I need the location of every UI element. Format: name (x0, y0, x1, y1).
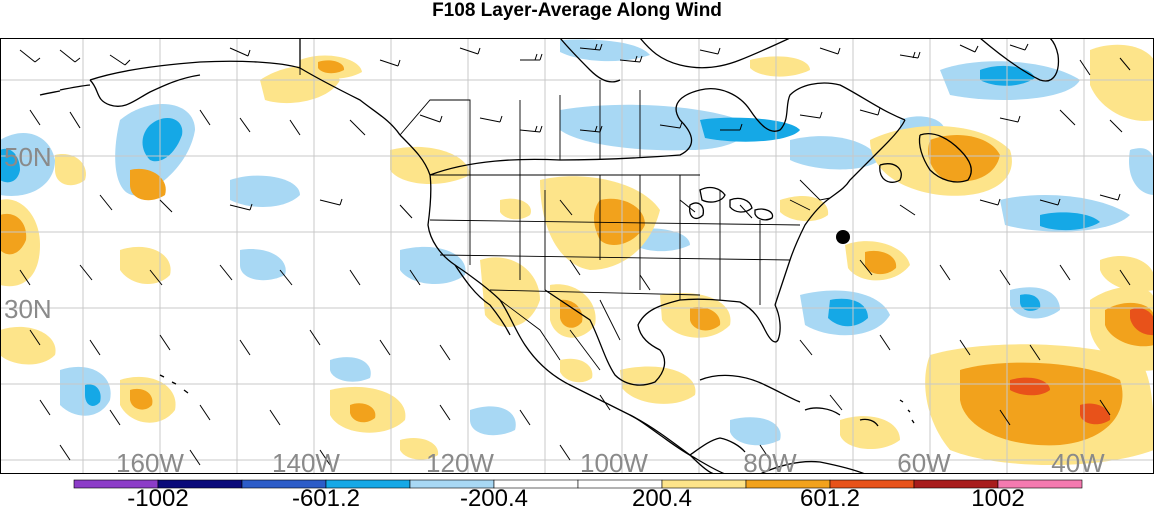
lon-label-100w: 100W (580, 448, 648, 478)
lon-label-40w: 40W (1051, 448, 1105, 478)
coastlines (39, 38, 1060, 474)
lon-label-140w: 140W (272, 448, 340, 478)
lon-label-120w: 120W (426, 448, 494, 478)
political-borders (299, 38, 831, 371)
lon-label-60w: 60W (897, 448, 951, 478)
lon-label-80w: 80W (743, 448, 797, 478)
lat-label-50n: 50N (4, 142, 52, 172)
map-title: F108 Layer-Average Along Wind (432, 0, 722, 21)
lat-label-30n: 30N (4, 294, 52, 324)
lon-label-160w: 160W (116, 448, 184, 478)
station-marker (836, 230, 850, 244)
wind-barbs (19, 43, 1131, 466)
graticule (0, 38, 1154, 474)
contour-fills (0, 39, 1154, 465)
